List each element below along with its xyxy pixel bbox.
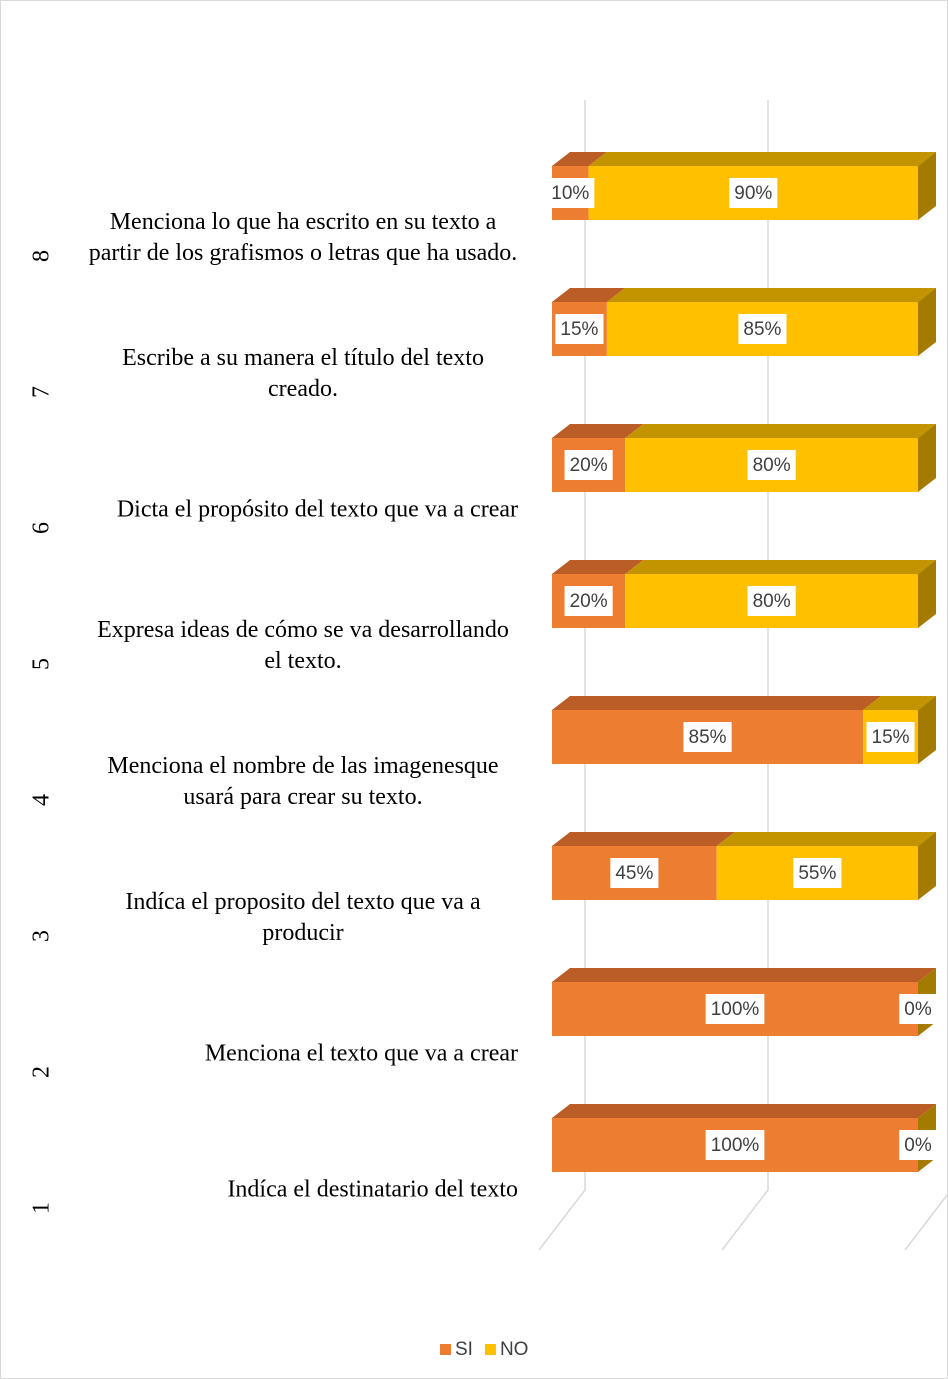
data-label: 90% (734, 183, 772, 204)
data-label-box (610, 858, 659, 888)
category-number: 5 (28, 658, 55, 670)
category-label: Menciona lo que ha escrito en su texto a… (88, 209, 518, 266)
category-label: Menciona el texto que va a crear (204, 1040, 518, 1067)
category-number: 4 (28, 794, 55, 806)
data-label-box (738, 314, 787, 344)
bar-top (625, 560, 936, 574)
data-label-box (705, 1130, 765, 1160)
bar-top (716, 832, 936, 846)
data-label: 20% (570, 455, 608, 476)
legend-swatch (440, 1344, 451, 1355)
data-label-box (747, 450, 796, 480)
category-number: 1 (28, 1202, 55, 1214)
data-label: 100% (711, 999, 760, 1020)
bar-top (588, 152, 936, 166)
legend-label: NO (500, 1339, 529, 1360)
bar-top (863, 696, 936, 710)
data-label: 0% (904, 999, 932, 1020)
bar-top (552, 1104, 936, 1118)
legend-label: SI (455, 1339, 473, 1360)
data-label-box (705, 994, 765, 1024)
data-label-box (866, 722, 915, 752)
data-label-box (793, 858, 842, 888)
bar-top (552, 424, 644, 438)
bar-side (918, 424, 936, 492)
bar-top (552, 152, 607, 166)
data-label: 20% (570, 591, 608, 612)
data-label-box (555, 314, 604, 344)
data-label: 10% (551, 183, 589, 204)
legend-swatch (484, 1344, 496, 1355)
bar-top (552, 560, 644, 574)
data-label-box (546, 178, 595, 208)
data-label: 100% (711, 1135, 760, 1156)
data-label: 85% (689, 727, 727, 748)
bar-top (552, 968, 936, 982)
bar-top (606, 288, 936, 302)
category-label: Indíca el destinatario del texto (227, 1176, 518, 1203)
data-label-box (564, 450, 613, 480)
data-label: 80% (753, 455, 791, 476)
bar-side (918, 152, 936, 220)
bar-top (625, 424, 936, 438)
category-label: Dicta el propósito del texto que va a cr… (116, 496, 518, 523)
data-label-box (683, 722, 732, 752)
data-label: 0% (904, 1135, 932, 1156)
data-label-box (899, 1130, 937, 1160)
category-number: 6 (28, 522, 55, 534)
bar-side (918, 832, 936, 900)
data-label: 15% (560, 319, 598, 340)
bar-side (918, 288, 936, 356)
data-label: 80% (753, 591, 791, 612)
data-label: 15% (872, 727, 910, 748)
category-number: 2 (28, 1066, 55, 1078)
category-label: Menciona el nombre de las imagenesque us… (107, 753, 499, 810)
data-label-box (729, 178, 778, 208)
category-number: 8 (28, 250, 55, 262)
bar-side (918, 560, 936, 628)
bar-top (552, 288, 625, 302)
category-label: Escribe a su manera el título del texto … (122, 345, 484, 402)
category-number: 3 (28, 930, 55, 942)
data-label: 45% (615, 863, 653, 884)
category-label: Indíca el proposito del texto que va a p… (125, 889, 481, 946)
data-label: 85% (743, 319, 781, 340)
category-label: Expresa ideas de cómo se va desarrolland… (97, 617, 509, 674)
data-label-box (564, 586, 613, 616)
data-label-box (747, 586, 796, 616)
bar-top (552, 832, 735, 846)
category-number: 7 (28, 386, 55, 398)
data-label-box (899, 994, 937, 1024)
bar-top (552, 696, 882, 710)
grid-line (904, 1192, 948, 1251)
bar-side (918, 696, 936, 764)
data-label: 55% (798, 863, 836, 884)
